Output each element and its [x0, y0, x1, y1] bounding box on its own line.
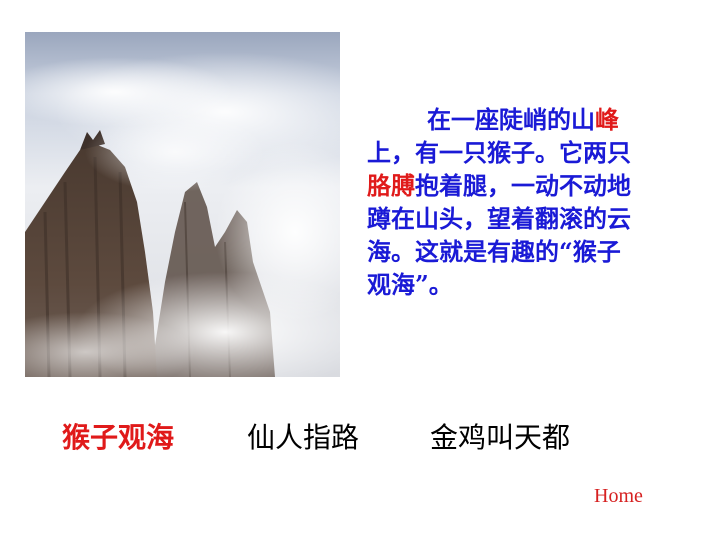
monkey-watching-sea-photo	[25, 32, 340, 377]
passage-line-3: 胳膊抱着腿，一动不动地	[367, 171, 631, 200]
mountain-photo-graphic	[25, 32, 340, 377]
passage-line-2: 上，有一只猴子。它两只	[367, 138, 631, 167]
nav-golden-rooster-link[interactable]: 金鸡叫天都	[430, 421, 571, 454]
nav-immortal-pointing-way-link[interactable]: 仙人指路	[247, 421, 360, 454]
passage-line-6: 观海”。	[367, 270, 453, 299]
passage-line-1: 在一座陡峭的山峰	[427, 105, 619, 134]
highlight-word-peak: 峰	[595, 105, 619, 134]
highlight-word-arms: 胳膊	[367, 171, 415, 200]
story-passage: 在一座陡峭的山峰 上，有一只猴子。它两只 胳膊抱着腿，一动不动地 蹲在山头，望着…	[367, 103, 687, 301]
nav-monkey-watching-sea-link[interactable]: 猴子观海	[62, 421, 175, 454]
passage-line-4: 蹲在山头，望着翻滚的云	[367, 204, 631, 233]
home-link[interactable]: Home	[594, 485, 643, 507]
passage-line-5: 海。这就是有趣的“猴子	[367, 237, 621, 266]
